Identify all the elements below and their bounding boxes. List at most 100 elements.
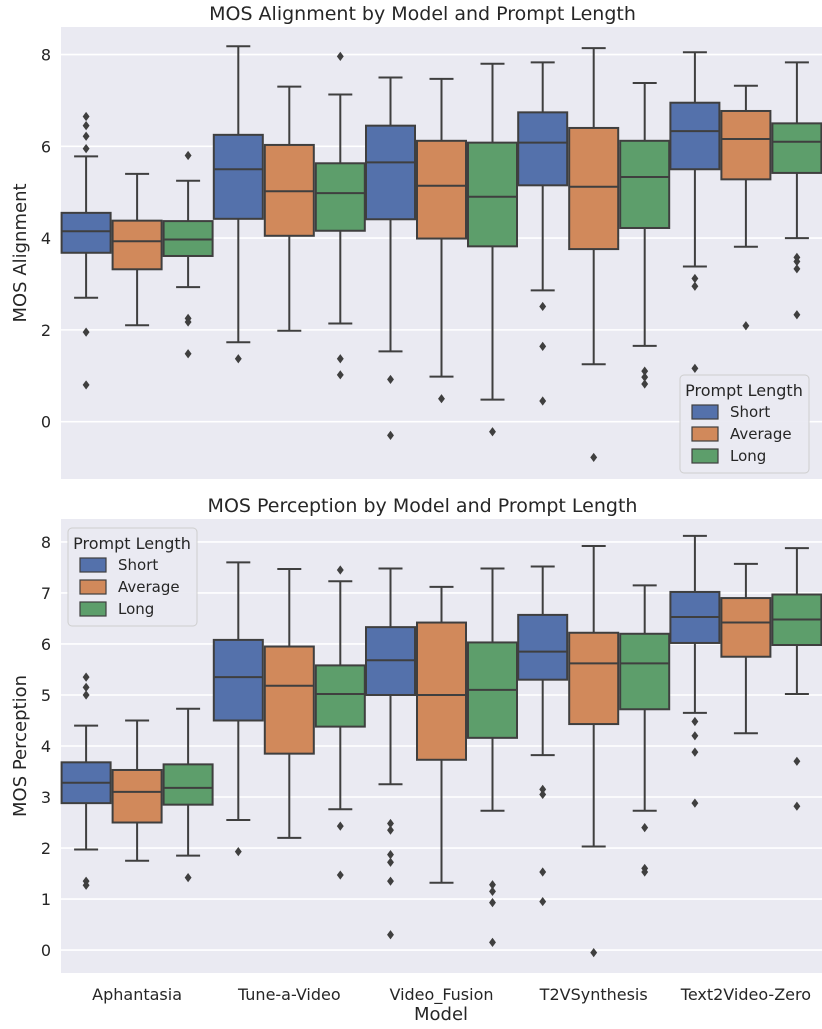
box-text2video-zero-short (669, 51, 721, 374)
box-t2vsynthesis-average (568, 47, 620, 463)
outlier-point (82, 690, 90, 700)
iqr-box (162, 763, 214, 806)
y-tick-label: 5 (41, 686, 51, 705)
outlier-point (82, 111, 90, 122)
y-axis-label: MOS Perception (10, 675, 31, 817)
box-tune-a-video-short (212, 45, 264, 364)
outlier-point (489, 898, 496, 908)
x-tick-label: Aphantasia (92, 985, 182, 1004)
y-tick-label: 0 (41, 413, 51, 432)
y-tick-label: 4 (41, 229, 51, 248)
outlier-point (691, 731, 699, 741)
outlier-point (82, 327, 90, 337)
legend-label-short: Short (730, 403, 770, 421)
legend-label-average: Average (730, 425, 792, 443)
box-text2video-zero-long (771, 547, 822, 811)
outlier-point (234, 846, 242, 857)
outlier-point (539, 396, 547, 406)
y-axis-label: MOS Alignment (10, 183, 31, 322)
outlier-point (641, 366, 649, 376)
outlier-point (387, 857, 394, 867)
box-t2vsynthesis-long (619, 81, 671, 389)
outlier-point (489, 880, 496, 890)
legend: Prompt Length Short Average Long (679, 374, 810, 474)
chart-title: MOS Perception by Model and Prompt Lengt… (208, 495, 638, 517)
outlier-point (539, 867, 547, 877)
y-tick-label: 6 (41, 635, 51, 654)
outlier-point (184, 317, 192, 327)
iqr-box (416, 139, 467, 240)
y-tick-label: 4 (41, 737, 51, 756)
outlier-point (82, 131, 90, 141)
box-tune-a-video-average (263, 567, 315, 839)
outlier-point (336, 821, 344, 831)
outlier-point (336, 354, 344, 364)
y-tick-label: 7 (41, 584, 51, 603)
box-t2vsynthesis-short (517, 565, 569, 907)
y-tick-label: 8 (41, 533, 51, 552)
outlier-point (793, 756, 801, 766)
outlier-point (793, 256, 801, 267)
outlier-point (82, 121, 90, 131)
box-t2vsynthesis-average (568, 545, 620, 958)
outlier-point (489, 886, 496, 896)
box-video-fusion-long (467, 62, 518, 437)
legend-title: Prompt Length (73, 534, 191, 553)
outlier-point (691, 716, 699, 727)
legend-label-long: Long (118, 600, 154, 618)
outlier-point (82, 380, 90, 390)
outlier-point (489, 937, 496, 947)
outlier-point (691, 747, 699, 757)
iqr-box (568, 126, 620, 251)
y-tick-label: 1 (41, 890, 51, 909)
outlier-point (793, 264, 801, 274)
legend-swatch-long (79, 601, 107, 617)
iqr-box (771, 122, 822, 174)
outlier-point (82, 880, 90, 890)
y-tick-label: 8 (41, 46, 51, 65)
legend-label-short: Short (118, 556, 158, 574)
outlier-point (336, 51, 344, 61)
legend-title: Prompt Length (685, 381, 803, 400)
outlier-point (742, 321, 750, 331)
iqr-box (60, 211, 112, 254)
y-tick-label: 2 (41, 839, 51, 858)
x-tick-label: T2VSynthesis (539, 985, 648, 1004)
outlier-point (691, 363, 699, 374)
outlier-point (336, 370, 344, 380)
box-text2video-zero-average (720, 84, 772, 331)
outlier-point (184, 150, 192, 161)
iqr-box (365, 124, 416, 221)
outlier-point (489, 427, 496, 437)
iqr-box (212, 638, 264, 722)
iqr-box (111, 768, 163, 824)
iqr-box (619, 632, 671, 711)
iqr-box (314, 162, 366, 232)
outlier-point (793, 310, 801, 320)
outlier-point (387, 374, 394, 385)
box-aphantasia-long (162, 150, 214, 359)
iqr-box (669, 101, 721, 171)
iqr-box (314, 664, 366, 728)
box-text2video-zero-long (771, 61, 822, 320)
outlier-point (387, 825, 394, 835)
box-t2vsynthesis-short (517, 61, 569, 406)
iqr-box (568, 631, 620, 726)
outlier-point (387, 818, 394, 829)
outlier-point (539, 301, 547, 312)
outlier-point (641, 372, 649, 382)
outlier-point (641, 867, 649, 877)
outlier-point (641, 823, 649, 833)
x-axis-label: Model (414, 1004, 468, 1025)
y-tick-label: 2 (41, 321, 51, 340)
box-aphantasia-short (60, 111, 112, 390)
outlier-point (184, 349, 192, 359)
box-video-fusion-short (365, 76, 416, 441)
outlier-point (82, 672, 90, 682)
x-tick-label: Tune-a-Video (237, 985, 341, 1004)
box-aphantasia-short (60, 672, 112, 890)
legend-swatch-average (79, 579, 107, 595)
outlier-point (691, 798, 699, 808)
box-aphantasia-long (162, 707, 214, 883)
